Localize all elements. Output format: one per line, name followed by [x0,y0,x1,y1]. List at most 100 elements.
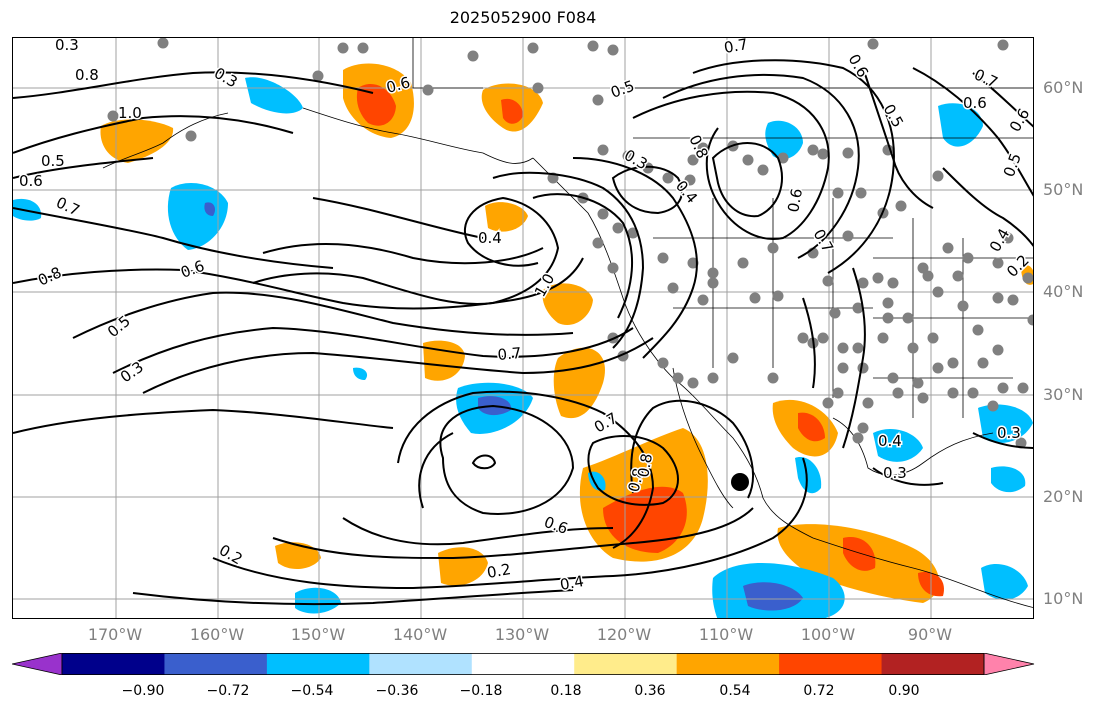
station-dot [767,372,779,384]
station-dot [917,392,929,404]
lon-label: 90°W [907,625,953,644]
colorbar-tick: 0.90 [888,683,920,699]
station-dot [587,40,599,52]
colorbar-segment [574,653,678,675]
station-dot [962,252,974,264]
station-dot [927,332,939,344]
station-dot [612,222,624,234]
station-dot [967,387,979,399]
positive-anomaly-region [438,547,488,586]
station-dot [867,38,879,50]
station-dot [597,208,609,220]
station-dot [657,357,669,369]
station-dot [662,172,674,184]
contour-label: 0.5 [608,77,637,102]
positive-anomaly-region [542,283,593,326]
colorbar-tick: −0.54 [290,683,334,699]
positive-anomaly-region [423,340,465,381]
station-dot [607,44,619,56]
station-dot [922,270,934,282]
station-dot [877,332,889,344]
lat-label: 40°N [1043,282,1084,301]
station-dot [837,362,849,374]
station-dot [987,400,999,412]
station-dot [767,242,779,254]
colorbar-outline [61,653,985,675]
contour-label: 0.8 [35,263,64,289]
station-dot [772,290,784,302]
station-dot [157,38,169,49]
negative-anomaly-region [795,457,822,494]
lat-label: 10°N [1043,589,1084,608]
contour-label: 0.4 [478,229,502,247]
station-dot [822,397,834,409]
station-dot [852,342,864,354]
contour-label: 0.3 [211,64,241,92]
negative-anomaly-core [743,582,803,611]
lon-label: 100°W [800,625,856,644]
positive-anomaly-region [100,119,174,163]
station-dot [932,362,944,374]
station-dot [857,422,869,434]
colorbar-segment [471,653,575,675]
station-dot [992,292,1004,304]
contour-label: 0.6 [784,187,806,214]
station-dot [337,42,349,54]
negative-anomaly-region [353,367,368,380]
station-dot [467,50,479,62]
negative-anomaly-region [765,120,803,160]
negative-anomaly-region [295,587,341,614]
station-dot [1007,294,1019,306]
contour-label: 0.4 [878,432,902,450]
contour-label: 0.6 [19,172,43,190]
positive-anomaly-core [501,98,523,124]
station-dot [887,277,899,289]
station-dot [917,262,929,274]
station-dot [1015,437,1027,449]
colorbar-tick: 0.36 [634,683,666,699]
station-dot [832,187,844,199]
station-dot [107,110,119,122]
station-dot [797,332,809,344]
lon-label: 150°W [290,625,346,644]
station-dot [997,39,1009,51]
station-dot [1022,272,1033,284]
positive-anomaly-region [485,202,528,232]
station-dot [657,252,669,264]
contour-label: 0.5 [104,312,134,341]
station-dot [817,332,829,344]
station-dot [832,387,844,399]
station-dot [707,267,719,279]
station-dot [862,397,874,409]
negative-anomaly-region [245,77,303,114]
station-dot [977,357,989,369]
station-dot [707,277,719,289]
station-dot [642,162,654,174]
lon-label: 120°W [596,625,652,644]
station-dot [684,174,696,186]
map-title: 2025052900 F084 [449,8,597,27]
station-dot [749,292,761,304]
lat-label: 60°N [1043,78,1084,97]
colorbar-segment [62,653,165,675]
colorbar-tick: 0.18 [550,683,582,699]
contour-label: 0.5 [880,101,908,131]
contour-label: 0.3 [55,38,79,54]
station-dot [532,82,544,94]
contour-label: 0.4 [986,225,1014,255]
station-dot [947,387,959,399]
station-dot [912,377,924,389]
station-dot [627,227,639,239]
contour-label: 0.7 [497,344,522,364]
contour-label: 0.6 [963,94,987,112]
station-dot [597,144,609,156]
contour-label: 0.8 [75,66,99,84]
contour-label: 0.2 [216,541,246,569]
positive-anomaly-region [553,347,605,419]
contour-label: 0.8 [634,452,656,479]
colorbar-segment [676,653,780,675]
station-dot [422,84,434,96]
station-dot [1017,382,1029,394]
colorbar-tick: −0.90 [121,683,165,699]
station-dot [777,152,789,164]
